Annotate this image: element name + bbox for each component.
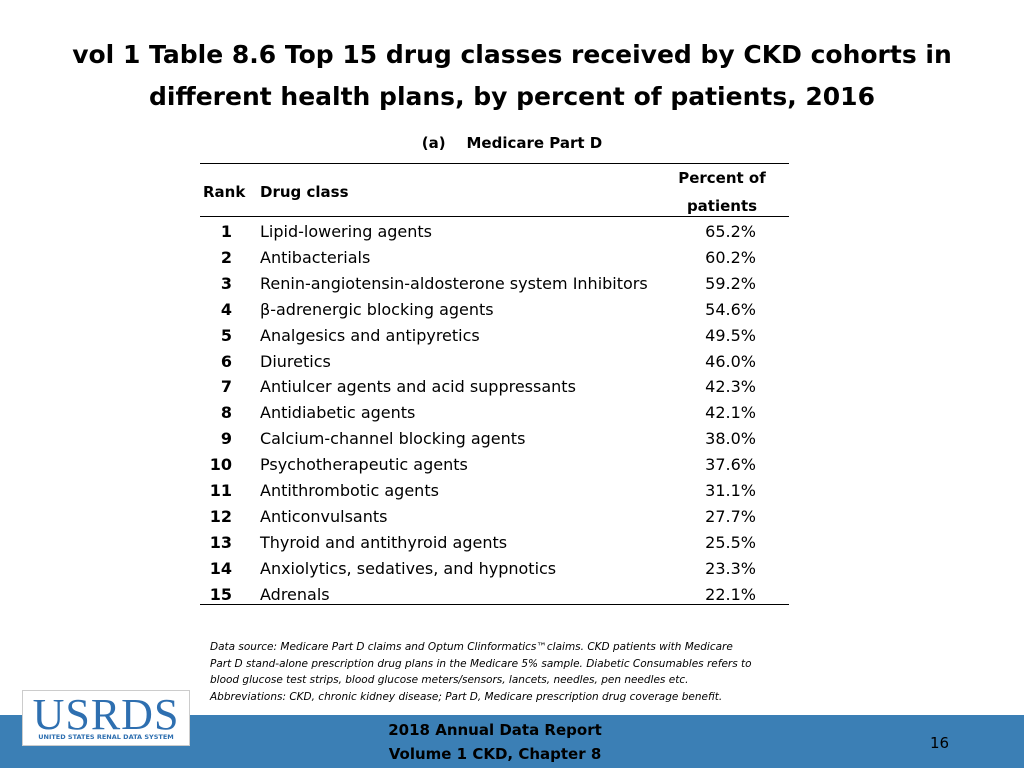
percent: 65.2% — [705, 222, 756, 241]
table-rule — [200, 604, 789, 605]
column-header: Rank — [203, 183, 246, 201]
percent: 31.1% — [705, 481, 756, 500]
footnote-line: Part D stand-alone prescription drug pla… — [210, 657, 752, 670]
rank: 3 — [220, 273, 232, 293]
drug-class: Thyroid and antithyroid agents — [260, 532, 508, 552]
drug-class: Adrenals — [260, 584, 330, 604]
rank: 1 — [220, 222, 232, 241]
footnote-line: Data source: Medicare Part D claims and … — [210, 641, 733, 653]
percent: 59.2% — [705, 273, 756, 293]
drug-class: Antithrombotic agents — [260, 481, 439, 500]
rank: 7 — [220, 377, 232, 397]
percent: 22.1% — [705, 584, 756, 604]
drug-class: Diuretics — [260, 351, 331, 371]
logo: USRDS UNITED STATES RENAL DATA SYSTEM — [22, 690, 190, 746]
percent: 54.6% — [705, 299, 756, 319]
rank: 5 — [220, 325, 232, 345]
drug-class: Antibacterials — [260, 247, 371, 267]
footnote-line: blood glucose test strips, blood glucose… — [210, 674, 689, 686]
drug-class: Renin-angiotensin-aldosterone system Inh… — [260, 273, 648, 293]
percent: 23.3% — [705, 558, 756, 578]
rank: 10 — [209, 455, 232, 475]
percent: 49.5% — [705, 325, 756, 345]
title-line: different health plans, by percent of pa… — [149, 82, 875, 111]
rank: 15 — [209, 584, 232, 604]
drug-class: β-adrenergic blocking agents — [260, 299, 494, 319]
drug-class: Psychotherapeutic agents — [260, 455, 468, 475]
table-rule — [200, 163, 789, 164]
footnote-line: Abbreviations: CKD, chronic kidney disea… — [210, 690, 723, 703]
rank: 2 — [220, 247, 232, 267]
logo-caption: UNITED STATES RENAL DATA SYSTEM — [38, 733, 174, 741]
table-rule — [200, 216, 789, 217]
rank: 13 — [209, 532, 232, 552]
drug-class: Antidiabetic agents — [260, 403, 416, 423]
percent: 27.7% — [705, 506, 756, 526]
percent: 42.1% — [705, 403, 756, 423]
footer-text: 2018 Annual Data Report — [388, 721, 602, 739]
logo-text: USRDS — [32, 690, 180, 739]
rank: 8 — [220, 403, 232, 423]
drug-class: Anxiolytics, sedatives, and hypnotics — [260, 558, 557, 578]
percent: 42.3% — [705, 377, 756, 397]
rank: 6 — [220, 351, 232, 371]
drug-class: Antiulcer agents and acid suppressants — [260, 377, 576, 397]
footer-text: Volume 1 CKD, Chapter 8 — [388, 745, 602, 763]
title-line: vol 1 Table 8.6 Top 15 drug classes rece… — [72, 40, 952, 69]
subtitle: (a) Medicare Part D — [421, 134, 603, 152]
page-number: 16 — [930, 734, 950, 752]
rank: 14 — [209, 558, 232, 578]
percent: 25.5% — [705, 532, 756, 552]
drug-class: Calcium-channel blocking agents — [260, 429, 526, 449]
column-header: patients — [686, 197, 758, 215]
drug-class: Anticonvulsants — [260, 506, 388, 526]
rank: 4 — [220, 299, 232, 319]
percent: 60.2% — [705, 247, 756, 267]
percent: 38.0% — [705, 429, 756, 449]
rank: 11 — [209, 481, 232, 500]
percent: 37.6% — [705, 455, 756, 475]
rank: 9 — [220, 429, 232, 449]
rank: 12 — [209, 506, 232, 526]
column-header: Percent of — [678, 169, 766, 187]
drug-class: Lipid-lowering agents — [260, 222, 433, 241]
column-header: Drug class — [260, 183, 349, 201]
drug-class: Analgesics and antipyretics — [260, 325, 480, 345]
percent: 46.0% — [705, 351, 756, 371]
